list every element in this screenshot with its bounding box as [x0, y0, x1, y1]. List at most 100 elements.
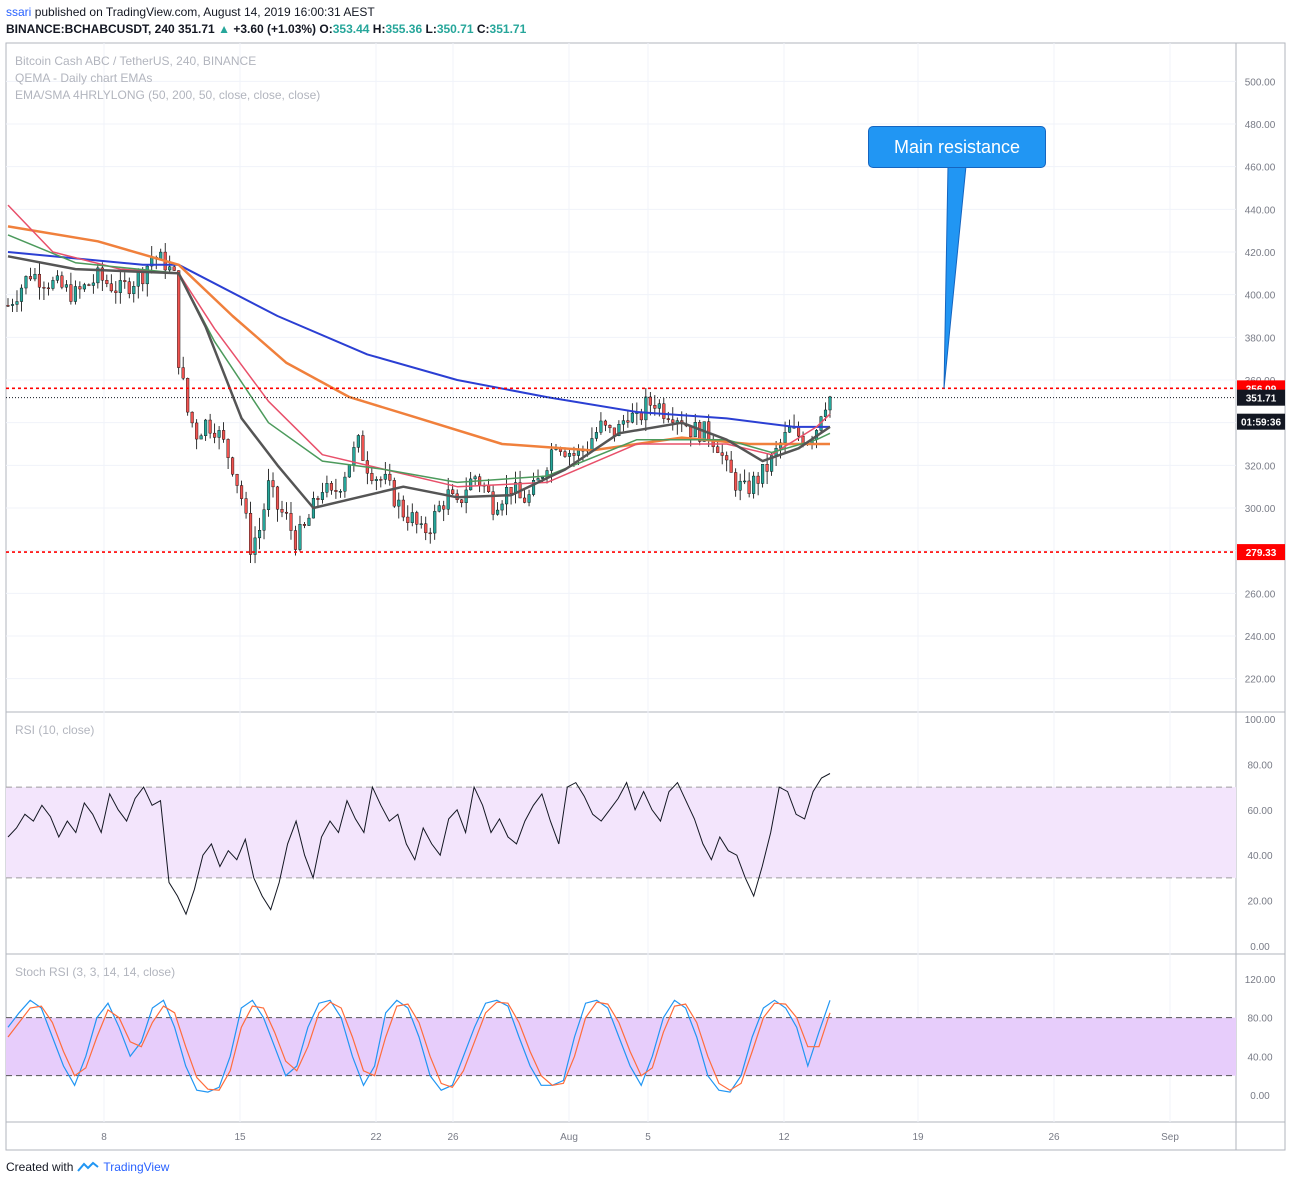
x-tick-label: 26: [447, 1132, 459, 1143]
last-price: 351.71: [178, 22, 215, 36]
candle-body: [280, 509, 284, 513]
x-tick-label: 19: [912, 1132, 924, 1143]
candle-body: [747, 480, 751, 494]
stoch-d-line: [7, 1001, 831, 1091]
candle-body: [78, 286, 82, 290]
candle-body: [316, 497, 320, 500]
candle-body: [217, 430, 221, 438]
candle-body: [55, 275, 59, 281]
y-tick-label: 300.00: [1245, 504, 1276, 515]
candles: [6, 243, 832, 564]
candle-body: [460, 499, 464, 504]
candle-body: [761, 464, 765, 484]
candle-body: [136, 271, 140, 287]
candle-body: [765, 464, 769, 472]
candle-body: [496, 509, 500, 515]
open-value: 353.44: [332, 22, 370, 36]
rsi-band: [6, 787, 1236, 878]
candle-body: [567, 453, 572, 457]
author-link[interactable]: ssari: [6, 5, 32, 19]
candle-body: [10, 304, 15, 306]
candle-body: [320, 492, 324, 500]
candle-body: [671, 419, 675, 423]
candle-body: [536, 478, 540, 481]
ema-line-blue: [7, 251, 830, 428]
candle-body: [181, 367, 185, 379]
candle-body: [531, 480, 536, 495]
rsi-y-tick-label: 0.00: [1250, 942, 1270, 953]
candle-body: [298, 524, 302, 550]
candle-body: [28, 276, 33, 280]
level-price-label: 351.71: [1246, 394, 1277, 405]
rsi-y-tick-label: 40.00: [1247, 851, 1272, 862]
candle-body: [195, 422, 199, 440]
candle-body: [473, 476, 477, 480]
candle-body: [141, 271, 145, 285]
ema-line-dark: [7, 255, 831, 510]
main-legend-qema: QEMA - Daily chart EMAs: [15, 71, 153, 85]
candle-body: [720, 452, 724, 456]
candle-body: [208, 419, 212, 434]
candle-body: [91, 282, 95, 286]
candle-body: [644, 396, 648, 421]
candle-body: [226, 439, 230, 458]
candle-body: [338, 491, 342, 493]
candle-body: [540, 476, 545, 479]
footer-brand[interactable]: TradingView: [103, 1160, 170, 1174]
candle-body: [594, 432, 598, 439]
candle-body: [527, 494, 531, 503]
y-tick-label: 380.00: [1245, 333, 1276, 344]
y-tick-label: 420.00: [1245, 248, 1276, 259]
candle-body: [397, 499, 401, 507]
candle-body: [509, 487, 513, 494]
candle-body: [190, 411, 194, 424]
candle-body: [6, 305, 10, 307]
candle-body: [249, 513, 253, 555]
candle-body: [100, 267, 104, 281]
candle-body: [64, 284, 68, 288]
candle-body: [127, 281, 131, 294]
candle-body: [96, 267, 100, 284]
rsi-y-tick-label: 100.00: [1245, 715, 1276, 726]
candle-body: [177, 270, 181, 368]
candle-body: [347, 464, 351, 478]
candle-body: [42, 286, 46, 289]
level-price-tag: [1237, 389, 1285, 406]
candle-body: [523, 497, 527, 503]
y-tick-label: 500.00: [1245, 77, 1276, 88]
candle-body: [168, 266, 172, 271]
x-tick-label: Sep: [1161, 1132, 1179, 1143]
close-value: 351.71: [489, 22, 527, 36]
candle-body: [491, 491, 495, 515]
main-legend-symbol: Bitcoin Cash ABC / TetherUS, 240, BINANC…: [15, 54, 257, 68]
candle-body: [329, 483, 333, 491]
candle-body: [199, 435, 203, 440]
candle-body: [752, 475, 756, 494]
candle-body: [487, 484, 491, 492]
candle-body: [698, 422, 702, 442]
rsi-y-tick-label: 80.00: [1247, 760, 1272, 771]
x-tick-label: Aug: [560, 1132, 578, 1143]
candle-body: [410, 512, 414, 523]
ema-line-red: [7, 204, 831, 488]
candle-body: [388, 473, 392, 481]
candle-body: [725, 455, 729, 461]
candle-body: [383, 473, 387, 480]
symbol-label: BINANCE:BCHABCUSDT, 240: [6, 22, 175, 36]
candle-body: [797, 427, 801, 437]
candle-body: [356, 435, 360, 448]
candle-body: [240, 485, 244, 499]
candle-body: [828, 396, 832, 411]
candle-body: [666, 418, 670, 420]
x-tick-label: 12: [778, 1132, 790, 1143]
candle-body: [374, 479, 378, 481]
stoch-y-tick-label: 120.00: [1245, 975, 1276, 986]
candle-body: [446, 489, 450, 510]
candle-body: [779, 442, 783, 449]
x-tick-label: 22: [370, 1132, 382, 1143]
candle-body: [639, 412, 643, 421]
candle-body: [738, 480, 742, 491]
candle-body: [549, 449, 554, 471]
candle-body: [307, 517, 311, 526]
